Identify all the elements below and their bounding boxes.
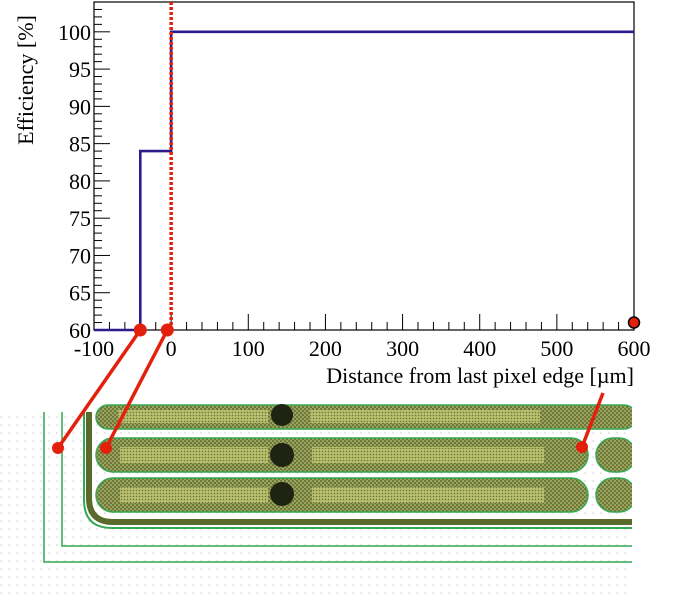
chart-overlay xyxy=(52,2,641,454)
x-tick-label: 300 xyxy=(386,336,419,361)
y-tick-label: 95 xyxy=(69,57,91,82)
layout-marker xyxy=(576,441,588,453)
y-tick-label: 65 xyxy=(69,281,91,306)
y-tick-label: 70 xyxy=(69,243,91,268)
guard-ring-inner xyxy=(61,412,632,547)
guard-ring-outer xyxy=(43,412,632,563)
pixel-row-bottom xyxy=(95,477,637,513)
edge-marker-600 xyxy=(627,316,641,329)
position-marker xyxy=(133,323,147,337)
x-tick-label: 600 xyxy=(618,336,651,361)
y-tick-label: 90 xyxy=(69,94,91,119)
y-axis-label: Efficiency [%] xyxy=(13,15,38,145)
x-tick-label: -100 xyxy=(74,336,114,361)
y-tick-label: 60 xyxy=(69,318,91,343)
connector-line xyxy=(104,329,169,449)
layout-marker xyxy=(100,442,112,454)
pixel-layout-illustration xyxy=(0,400,681,594)
pixel-row-top xyxy=(95,404,637,430)
plot-frame xyxy=(93,1,635,331)
x-tick-label: 100 xyxy=(232,336,265,361)
y-tick-label: 85 xyxy=(69,132,91,157)
bias-ring xyxy=(83,412,632,529)
x-axis-label: Distance from last pixel edge [µm] xyxy=(326,363,634,388)
layout-marker xyxy=(52,442,64,454)
y-tick-label: 75 xyxy=(69,206,91,231)
pixel-border xyxy=(86,412,632,525)
x-tick-label: 400 xyxy=(463,336,496,361)
x-tick-label: 0 xyxy=(166,336,177,361)
chart-axes: 60 65 70 75 80 85 90 95 100 -100 0 100 200 300 400 500 6… xyxy=(58,1,651,361)
efficiency-step-line xyxy=(94,30,634,332)
y-tick-label: 80 xyxy=(69,169,91,194)
connector-line xyxy=(580,392,605,448)
x-tick-label: 200 xyxy=(309,336,342,361)
y-tick-label: 100 xyxy=(58,20,91,45)
pixel-row-middle xyxy=(95,437,637,473)
chart-plot xyxy=(94,30,634,332)
position-marker xyxy=(160,323,174,337)
connector-line xyxy=(56,328,142,450)
x-tick-label: 500 xyxy=(540,336,573,361)
